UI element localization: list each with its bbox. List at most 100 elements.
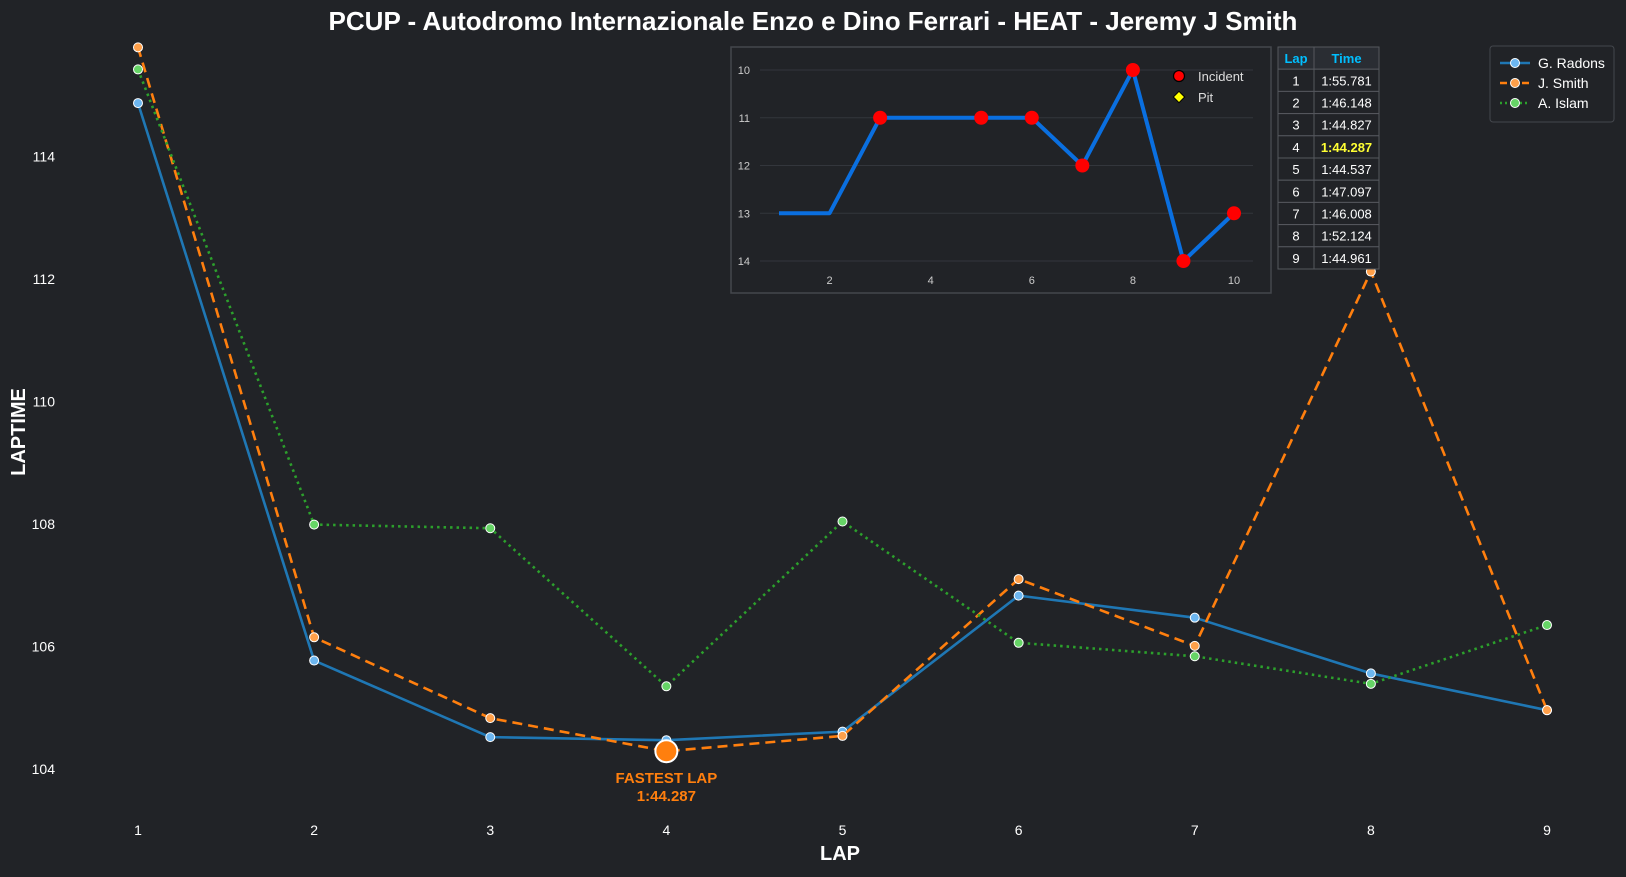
- data-point: [1542, 705, 1552, 716]
- series-j-smith: [133, 42, 1552, 757]
- incident-marker: [1176, 254, 1191, 268]
- table-header: Lap Time: [1277, 46, 1380, 70]
- chart-title: PCUP - Autodromo Internazionale Enzo e D…: [329, 6, 1298, 36]
- fastest-lap-time: 1:44.287: [637, 788, 696, 805]
- y-tick-label: 106: [32, 638, 56, 654]
- table-cell-time: 1:44.827: [1321, 118, 1372, 133]
- data-point: [485, 732, 496, 743]
- data-point: [661, 681, 672, 692]
- series-a-islam: [133, 64, 1552, 692]
- data-point: [309, 519, 320, 530]
- inset-y-tick-label: 14: [738, 256, 750, 268]
- table-cell-time: 1:44.537: [1321, 162, 1372, 177]
- table-cell-bg: [1313, 246, 1380, 270]
- table-cell-time: 1:55.781: [1321, 73, 1372, 88]
- fastest-lap-marker: [654, 739, 679, 764]
- table-cell-lap: 1: [1292, 73, 1299, 88]
- x-tick-label: 9: [1543, 822, 1551, 838]
- position-inset: 10 11 12 13 14 2 4 6 8 10 Incident Pit: [730, 46, 1272, 294]
- table-cell-time: 1:44.961: [1321, 251, 1372, 266]
- y-tick-label: 108: [32, 516, 56, 532]
- legend: G. Radons J. Smith A. Islam: [1489, 45, 1615, 123]
- x-tick-label: 5: [839, 822, 847, 838]
- inset-y-tick-label: 11: [739, 113, 750, 125]
- inset-x-tick-label: 8: [1130, 275, 1136, 287]
- legend-entry: G. Radons: [1538, 55, 1605, 71]
- inset-legend: Incident Pit: [1172, 69, 1244, 105]
- data-point: [309, 632, 320, 643]
- legend-marker: [1510, 78, 1520, 88]
- incident-marker: [974, 110, 989, 125]
- data-point: [1189, 640, 1200, 651]
- table-cell-lap: 8: [1292, 229, 1299, 244]
- data-point: [1189, 612, 1200, 623]
- table-row: 4 1:44.287: [1277, 135, 1380, 159]
- inset-x-tick-label: 2: [826, 275, 832, 287]
- legend-marker: [1510, 58, 1520, 68]
- table-row: 8 1:52.124: [1277, 224, 1380, 248]
- data-point: [133, 42, 143, 53]
- y-tick-label: 104: [32, 761, 56, 777]
- table-row: 3 1:44.827: [1277, 113, 1380, 137]
- data-point: [837, 730, 848, 741]
- table-cell-lap: 9: [1292, 251, 1299, 266]
- incident-legend-marker: [1172, 69, 1186, 83]
- table-row: 6 1:47.097: [1277, 179, 1380, 203]
- table-cell-lap: 5: [1292, 162, 1299, 177]
- data-point: [1013, 637, 1024, 648]
- data-point: [1542, 620, 1552, 631]
- table-cell-lap: 3: [1292, 118, 1299, 133]
- x-tick-label: 3: [486, 822, 494, 838]
- table-cell-lap: 6: [1292, 184, 1299, 199]
- table-cell-time: 1:46.008: [1321, 207, 1372, 222]
- table-cell-time: 1:52.124: [1321, 229, 1372, 244]
- pit-legend-label: Pit: [1198, 90, 1214, 105]
- inset-line-layer: [779, 63, 1241, 268]
- series-layer: [133, 42, 1552, 757]
- x-tick-label: 8: [1367, 822, 1375, 838]
- inset-ticks: 10 11 12 13 14 2 4 6 8 10: [738, 65, 1240, 287]
- series-line: [136, 46, 1549, 753]
- table-row: 2 1:46.148: [1277, 90, 1380, 115]
- inset-x-tick-label: 10: [1228, 275, 1240, 287]
- x-axis-label: LAP: [820, 843, 860, 865]
- table-row: 1 1:55.781: [1277, 68, 1380, 92]
- x-tick-label: 4: [662, 822, 670, 838]
- legend-entry: J. Smith: [1538, 75, 1589, 91]
- incident-marker: [1075, 158, 1090, 173]
- series-line: [136, 68, 1548, 688]
- inset-y-tick-label: 12: [738, 161, 750, 173]
- table-cell-time: 1:46.148: [1321, 96, 1372, 111]
- inset-y-tick-label: 13: [738, 208, 750, 220]
- data-point: [837, 516, 848, 527]
- data-point: [485, 713, 496, 724]
- data-point: [133, 64, 143, 75]
- x-tick-label: 7: [1191, 822, 1199, 838]
- x-axis-ticks: 1 2 3 4 5 6 7 8 9: [134, 822, 1551, 838]
- table-cell-time: 1:44.287: [1321, 140, 1372, 155]
- incident-marker: [873, 110, 888, 125]
- x-tick-label: 2: [310, 822, 318, 838]
- incident-marker: [1024, 110, 1039, 125]
- y-tick-label: 112: [33, 271, 56, 287]
- y-axis-label: LAPTIME: [8, 388, 30, 476]
- data-point: [1365, 678, 1376, 689]
- legend-marker: [1510, 98, 1520, 108]
- table-row: 7 1:46.008: [1277, 201, 1380, 226]
- table-cell-time: 1:47.097: [1321, 184, 1372, 199]
- table-header-cell: Time: [1331, 51, 1361, 66]
- legend-entry: A. Islam: [1538, 95, 1589, 111]
- fastest-lap-label: FASTEST LAP: [616, 770, 718, 787]
- data-point: [309, 655, 320, 666]
- lap-times-table: Lap Time 1 1:55.781 2 1:46.148 3 1:44.827 4 1:44.…: [1277, 46, 1380, 270]
- inset-x-tick-label: 4: [928, 275, 934, 287]
- position-line: [779, 68, 1236, 263]
- incident-marker: [1125, 63, 1140, 77]
- inset-y-tick-label: 10: [738, 65, 750, 77]
- y-axis-ticks: 104 106 108 110 112 114: [32, 148, 56, 777]
- x-tick-label: 6: [1015, 822, 1023, 838]
